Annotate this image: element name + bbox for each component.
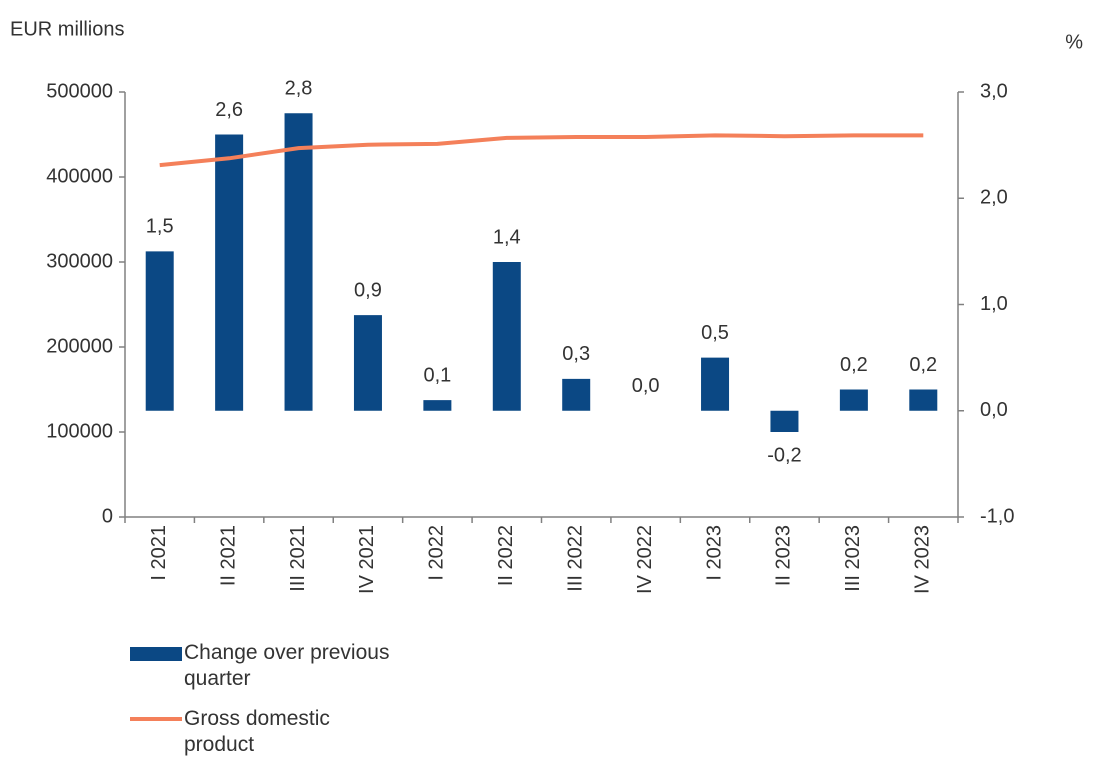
y2-tick-label: -1,0 — [980, 505, 1014, 527]
data-label: 1,5 — [146, 216, 174, 238]
bar — [215, 134, 244, 411]
data-label: 2,8 — [285, 78, 313, 100]
legend-label: Gross domestic product — [184, 707, 330, 756]
x-tick-label: III 2021 — [287, 525, 309, 592]
y-axis-title: EUR millions — [10, 18, 124, 40]
data-label: 0,1 — [423, 364, 451, 386]
bar — [423, 400, 452, 411]
x-tick-label: III 2022 — [564, 525, 586, 592]
data-label: 0,2 — [909, 354, 937, 376]
y2-tick-label: 0,0 — [980, 399, 1008, 421]
x-tick-label: IV 2023 — [912, 525, 934, 594]
data-label: 0,0 — [632, 375, 660, 397]
bar — [492, 262, 521, 411]
y-tick-label: 500000 — [46, 80, 113, 102]
data-label: 0,3 — [562, 343, 590, 365]
y2-tick-label: 2,0 — [980, 187, 1008, 209]
y2-tick-label: 1,0 — [980, 293, 1008, 315]
legend-label: Change over previous quarter — [184, 641, 390, 690]
x-tick-label: II 2022 — [495, 525, 517, 586]
data-label: 0,9 — [354, 279, 382, 301]
y-tick-label: 300000 — [46, 250, 113, 272]
y2-tick-label: 3,0 — [980, 80, 1008, 102]
x-tick-label: I 2022 — [426, 525, 448, 581]
bar — [839, 389, 868, 411]
x-tick-label: I 2021 — [148, 525, 170, 581]
y-tick-label: 400000 — [46, 165, 113, 187]
bar — [909, 389, 938, 411]
y2-axis-title: % — [1065, 31, 1083, 53]
x-tick-label: II 2023 — [773, 525, 795, 586]
bar — [284, 113, 313, 411]
line — [159, 133, 924, 168]
data-label: -0,2 — [767, 444, 801, 466]
data-label: 0,5 — [701, 322, 729, 344]
x-tick-label: IV 2021 — [356, 525, 378, 594]
x-tick-label: II 2021 — [217, 525, 239, 586]
y-tick-label: 200000 — [46, 335, 113, 357]
bar — [353, 315, 382, 411]
data-label: 0,2 — [840, 354, 868, 376]
data-label: 1,4 — [493, 226, 521, 248]
x-tick-label: IV 2022 — [634, 525, 656, 594]
bar — [701, 357, 730, 411]
data-label: 2,6 — [215, 99, 243, 121]
y-tick-label: 0 — [102, 505, 113, 527]
bar — [562, 378, 591, 411]
y-tick-label: 100000 — [46, 420, 113, 442]
x-tick-label: I 2023 — [703, 525, 725, 581]
bar — [145, 251, 174, 411]
legend-swatch-bar — [130, 647, 182, 661]
x-tick-label: III 2023 — [842, 525, 864, 592]
bar — [770, 410, 799, 432]
